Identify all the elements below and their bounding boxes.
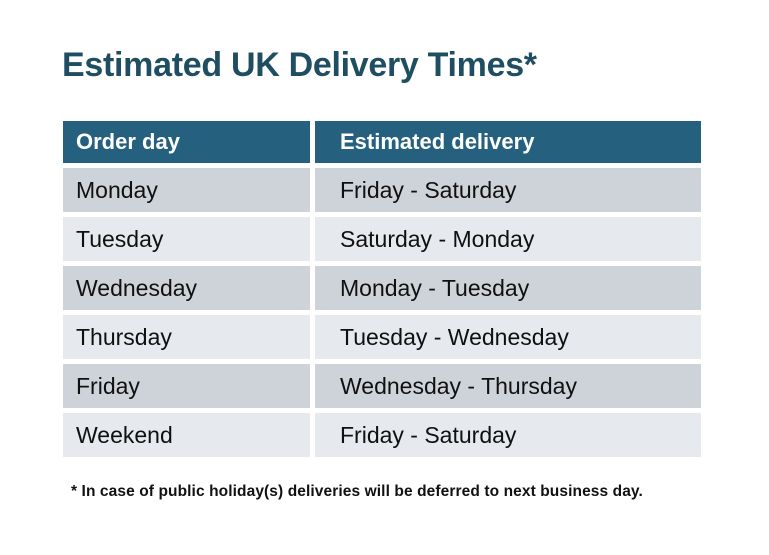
order-day-cell: Monday [63,168,310,212]
order-day-cell: Thursday [63,315,310,359]
delivery-times-table: Order day Estimated delivery Monday Frid… [63,121,701,457]
estimated-delivery-cell: Monday - Tuesday [315,266,701,310]
table-header-row: Order day Estimated delivery [63,121,701,163]
order-day-cell: Wednesday [63,266,310,310]
order-day-cell: Friday [63,364,310,408]
page-title: Estimated UK Delivery Times* [62,46,537,84]
estimated-delivery-cell: Tuesday - Wednesday [315,315,701,359]
table-row: Monday Friday - Saturday [63,168,701,212]
footnote: * In case of public holiday(s) deliverie… [71,483,643,500]
table-row: Tuesday Saturday - Monday [63,217,701,261]
order-day-cell: Weekend [63,413,310,457]
table-row: Friday Wednesday - Thursday [63,364,701,408]
column-header-estimated-delivery: Estimated delivery [315,121,701,163]
column-header-order-day: Order day [63,121,310,163]
estimated-delivery-cell: Friday - Saturday [315,168,701,212]
estimated-delivery-cell: Friday - Saturday [315,413,701,457]
order-day-cell: Tuesday [63,217,310,261]
table-row: Wednesday Monday - Tuesday [63,266,701,310]
estimated-delivery-cell: Saturday - Monday [315,217,701,261]
table-row: Thursday Tuesday - Wednesday [63,315,701,359]
table-row: Weekend Friday - Saturday [63,413,701,457]
estimated-delivery-cell: Wednesday - Thursday [315,364,701,408]
